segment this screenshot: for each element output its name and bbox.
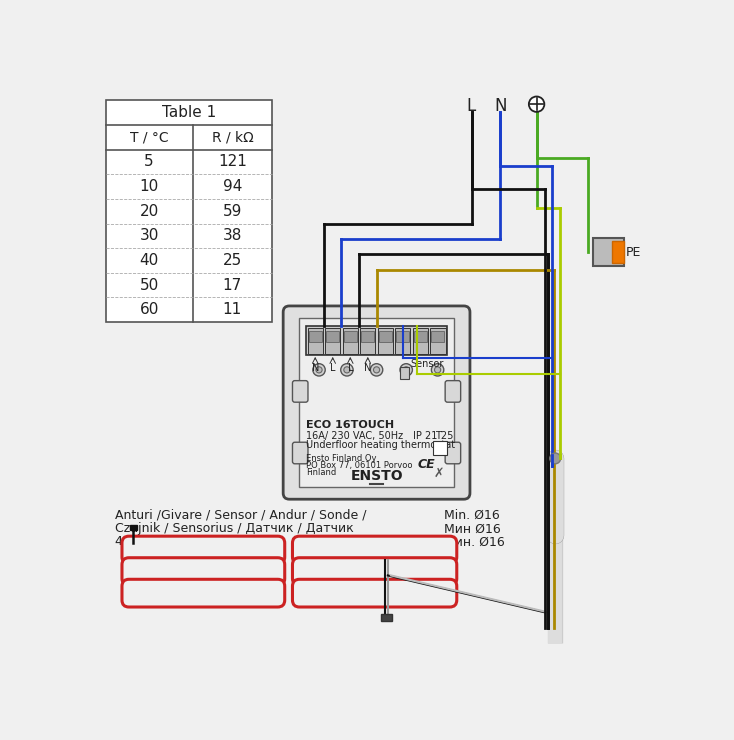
Text: L: L xyxy=(347,363,353,373)
Text: Ensto Finland Oy: Ensto Finland Oy xyxy=(306,454,377,462)
FancyBboxPatch shape xyxy=(292,536,457,564)
FancyBboxPatch shape xyxy=(283,306,470,500)
Bar xyxy=(308,328,323,354)
Text: Мин. Ø16: Мин. Ø16 xyxy=(444,536,505,549)
Bar xyxy=(344,332,357,342)
Text: Czujnik / Sensorius / Датчик / Датчик: Czujnik / Sensorius / Датчик / Датчик xyxy=(115,522,354,534)
FancyBboxPatch shape xyxy=(292,558,457,585)
Bar xyxy=(306,326,447,355)
Bar xyxy=(378,328,393,354)
Bar xyxy=(360,328,375,354)
Circle shape xyxy=(344,367,350,373)
Text: PE: PE xyxy=(625,246,641,258)
Circle shape xyxy=(316,367,322,373)
Text: T25: T25 xyxy=(435,431,454,441)
Bar xyxy=(327,332,339,342)
Text: Underfloor heating thermostat: Underfloor heating thermostat xyxy=(306,440,456,450)
Bar xyxy=(396,332,410,342)
FancyBboxPatch shape xyxy=(122,579,285,607)
Text: 40: 40 xyxy=(139,253,159,268)
FancyBboxPatch shape xyxy=(122,558,285,585)
FancyBboxPatch shape xyxy=(445,443,461,464)
Text: 60: 60 xyxy=(139,302,159,317)
Bar xyxy=(379,332,392,342)
Text: L: L xyxy=(330,363,335,373)
Bar xyxy=(130,525,137,530)
Text: Sensor: Sensor xyxy=(410,359,444,369)
Bar xyxy=(106,101,272,322)
Text: IP 21: IP 21 xyxy=(413,431,437,441)
FancyBboxPatch shape xyxy=(292,579,457,607)
Text: 25: 25 xyxy=(223,253,242,268)
Text: N: N xyxy=(494,97,506,115)
Circle shape xyxy=(432,363,444,376)
Text: 121: 121 xyxy=(218,155,247,169)
Circle shape xyxy=(400,363,413,376)
Text: N: N xyxy=(311,363,319,373)
Circle shape xyxy=(313,363,325,376)
Text: Table 1: Table 1 xyxy=(162,105,216,120)
Text: L: L xyxy=(467,97,476,115)
Bar xyxy=(413,328,428,354)
Circle shape xyxy=(341,363,353,376)
Text: N: N xyxy=(364,363,371,373)
Bar xyxy=(343,328,358,354)
Bar xyxy=(361,332,374,342)
Circle shape xyxy=(529,96,545,112)
Circle shape xyxy=(550,453,561,464)
Bar xyxy=(430,328,446,354)
Text: Anturi /Givare / Sensor / Andur / Sonde /: Anturi /Givare / Sensor / Andur / Sonde … xyxy=(115,508,366,522)
Circle shape xyxy=(435,367,440,373)
Bar xyxy=(611,241,624,263)
Text: 47 kΩ (25 °C): 47 kΩ (25 °C) xyxy=(115,534,200,548)
FancyBboxPatch shape xyxy=(445,380,461,403)
Text: 38: 38 xyxy=(222,229,242,243)
Text: Finland: Finland xyxy=(306,468,337,477)
Text: R / kΩ: R / kΩ xyxy=(211,130,253,144)
FancyBboxPatch shape xyxy=(122,536,285,564)
Bar xyxy=(414,332,427,342)
Text: ENSTO: ENSTO xyxy=(350,469,403,483)
Bar xyxy=(400,367,409,379)
Text: 17: 17 xyxy=(223,278,242,292)
Text: 20: 20 xyxy=(139,204,159,219)
Bar xyxy=(433,441,447,454)
Text: 10: 10 xyxy=(139,179,159,194)
FancyBboxPatch shape xyxy=(292,380,308,403)
Text: 50: 50 xyxy=(139,278,159,292)
Bar xyxy=(432,332,444,342)
Text: 94: 94 xyxy=(222,179,242,194)
Bar xyxy=(396,328,410,354)
FancyBboxPatch shape xyxy=(292,443,308,464)
Text: 11: 11 xyxy=(223,302,242,317)
Text: 16A/ 230 VAC, 50Hz: 16A/ 230 VAC, 50Hz xyxy=(306,431,404,441)
Text: 59: 59 xyxy=(222,204,242,219)
Bar xyxy=(325,328,341,354)
Bar xyxy=(299,318,454,487)
Text: 30: 30 xyxy=(139,229,159,243)
Bar xyxy=(381,614,392,621)
Text: CE: CE xyxy=(417,458,435,471)
Text: ✗: ✗ xyxy=(434,467,444,480)
Circle shape xyxy=(374,367,379,373)
Circle shape xyxy=(403,367,410,373)
Text: Min. Ø16: Min. Ø16 xyxy=(444,508,500,522)
Bar xyxy=(593,238,624,266)
Circle shape xyxy=(371,363,382,376)
Text: 5: 5 xyxy=(145,155,154,169)
Bar xyxy=(309,332,321,342)
Text: PO Box 77, 06101 Porvoo: PO Box 77, 06101 Porvoo xyxy=(306,462,413,471)
Text: T / °C: T / °C xyxy=(130,130,168,144)
Text: Мин Ø16: Мин Ø16 xyxy=(444,522,501,535)
Text: ECO 16TOUCH: ECO 16TOUCH xyxy=(306,420,395,430)
